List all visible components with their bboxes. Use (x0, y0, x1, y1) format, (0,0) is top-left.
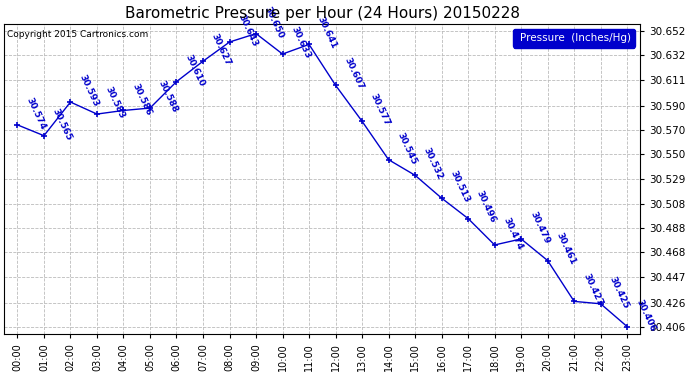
Text: 30.583: 30.583 (104, 85, 127, 120)
Text: 30.496: 30.496 (475, 189, 498, 225)
Text: 30.545: 30.545 (395, 130, 418, 166)
Text: 30.513: 30.513 (448, 169, 471, 204)
Text: 30.425: 30.425 (608, 275, 631, 310)
Text: 30.586: 30.586 (130, 81, 153, 117)
Text: 30.479: 30.479 (528, 210, 551, 245)
Text: Copyright 2015 Cartronics.com: Copyright 2015 Cartronics.com (8, 30, 148, 39)
Text: 30.633: 30.633 (290, 25, 312, 60)
Text: 30.588: 30.588 (157, 79, 179, 114)
Text: 30.577: 30.577 (369, 92, 392, 128)
Legend: Pressure  (Inches/Hg): Pressure (Inches/Hg) (513, 29, 635, 48)
Text: 30.610: 30.610 (184, 53, 206, 88)
Text: 30.565: 30.565 (51, 107, 74, 142)
Text: 30.650: 30.650 (263, 5, 286, 40)
Text: 30.574: 30.574 (24, 96, 47, 131)
Text: 30.474: 30.474 (502, 216, 524, 251)
Text: 30.607: 30.607 (342, 56, 365, 92)
Text: 30.643: 30.643 (237, 13, 259, 48)
Text: 30.532: 30.532 (422, 146, 445, 182)
Text: 30.641: 30.641 (316, 15, 339, 51)
Text: 30.627: 30.627 (210, 32, 233, 68)
Text: 30.427: 30.427 (581, 272, 604, 308)
Text: 30.461: 30.461 (555, 231, 578, 267)
Title: Barometric Pressure per Hour (24 Hours) 20150228: Barometric Pressure per Hour (24 Hours) … (125, 6, 520, 21)
Text: 30.406: 30.406 (634, 298, 657, 333)
Text: 30.593: 30.593 (77, 73, 100, 108)
